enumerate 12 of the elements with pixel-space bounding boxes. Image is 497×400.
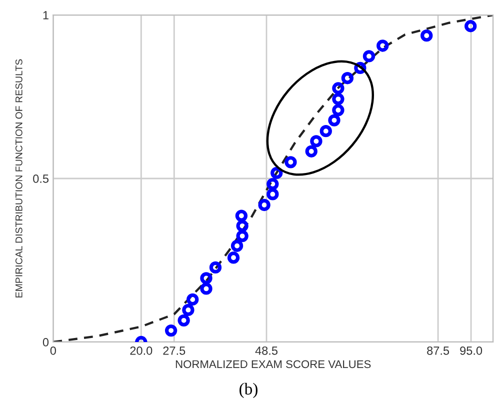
y-tick-label: 0.5 — [33, 174, 49, 183]
y-tick-label: 1 — [43, 11, 48, 20]
x-tick-label: 48.5 — [255, 346, 278, 355]
text: (b) — [240, 382, 258, 398]
y-tick-label: 0 — [42, 338, 49, 346]
x-tick-label: 87.5 — [427, 346, 450, 355]
x-tick-label: 27.5 — [163, 346, 186, 355]
x-tick-label: 20.0 — [130, 346, 152, 355]
x-tick-label: 95.0 — [460, 346, 482, 355]
x-axis-title: NORMALIZED EXAM SCORE VALUES — [176, 360, 371, 368]
x-tick-label: 0 — [50, 346, 56, 355]
y-axis-title: EMPIRICAL DISTRIBUTION FUNCTION OF RESULTS — [15, 59, 22, 298]
